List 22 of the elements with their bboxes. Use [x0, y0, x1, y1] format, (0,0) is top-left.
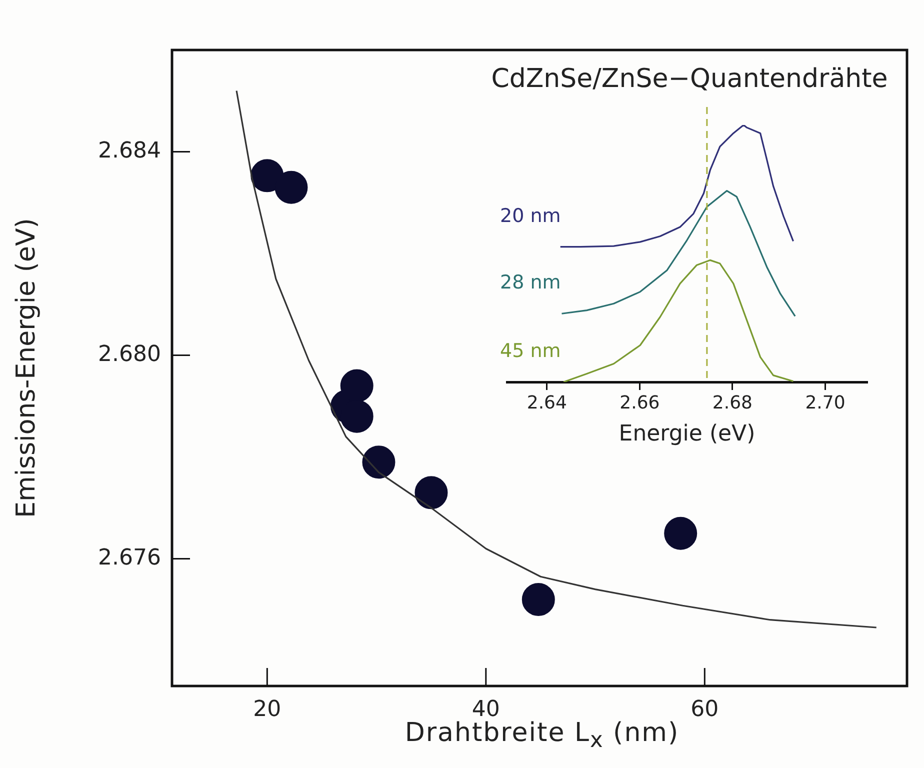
point	[522, 583, 555, 616]
x-axis-title: Energie (eV)	[618, 422, 756, 447]
x-tick-label: 2.68	[712, 392, 753, 414]
point	[340, 400, 374, 433]
y-axis-title: Emissions-Energie (eV)	[11, 218, 42, 518]
series-label: 28 nm	[500, 272, 561, 294]
point	[664, 516, 698, 550]
text: CdZnSe/ZnSe−Quantendrähte	[491, 64, 888, 94]
series-label: 20 nm	[500, 204, 561, 227]
y-tick-label: 2.680	[98, 342, 161, 367]
x-tick-label: 2.70	[805, 392, 846, 414]
y-tick-label: 2.684	[98, 138, 161, 164]
y-tick-label: 2.676	[98, 546, 161, 571]
x-tick-label: 60	[690, 696, 719, 722]
x-tick-label: 2.66	[620, 392, 660, 414]
series-label: 45 nm	[500, 340, 561, 362]
point	[362, 446, 396, 479]
point	[340, 369, 374, 402]
x-tick-label: 20	[253, 696, 282, 722]
point	[414, 476, 448, 510]
point	[274, 170, 308, 204]
x-tick-label: 2.64	[526, 392, 567, 414]
